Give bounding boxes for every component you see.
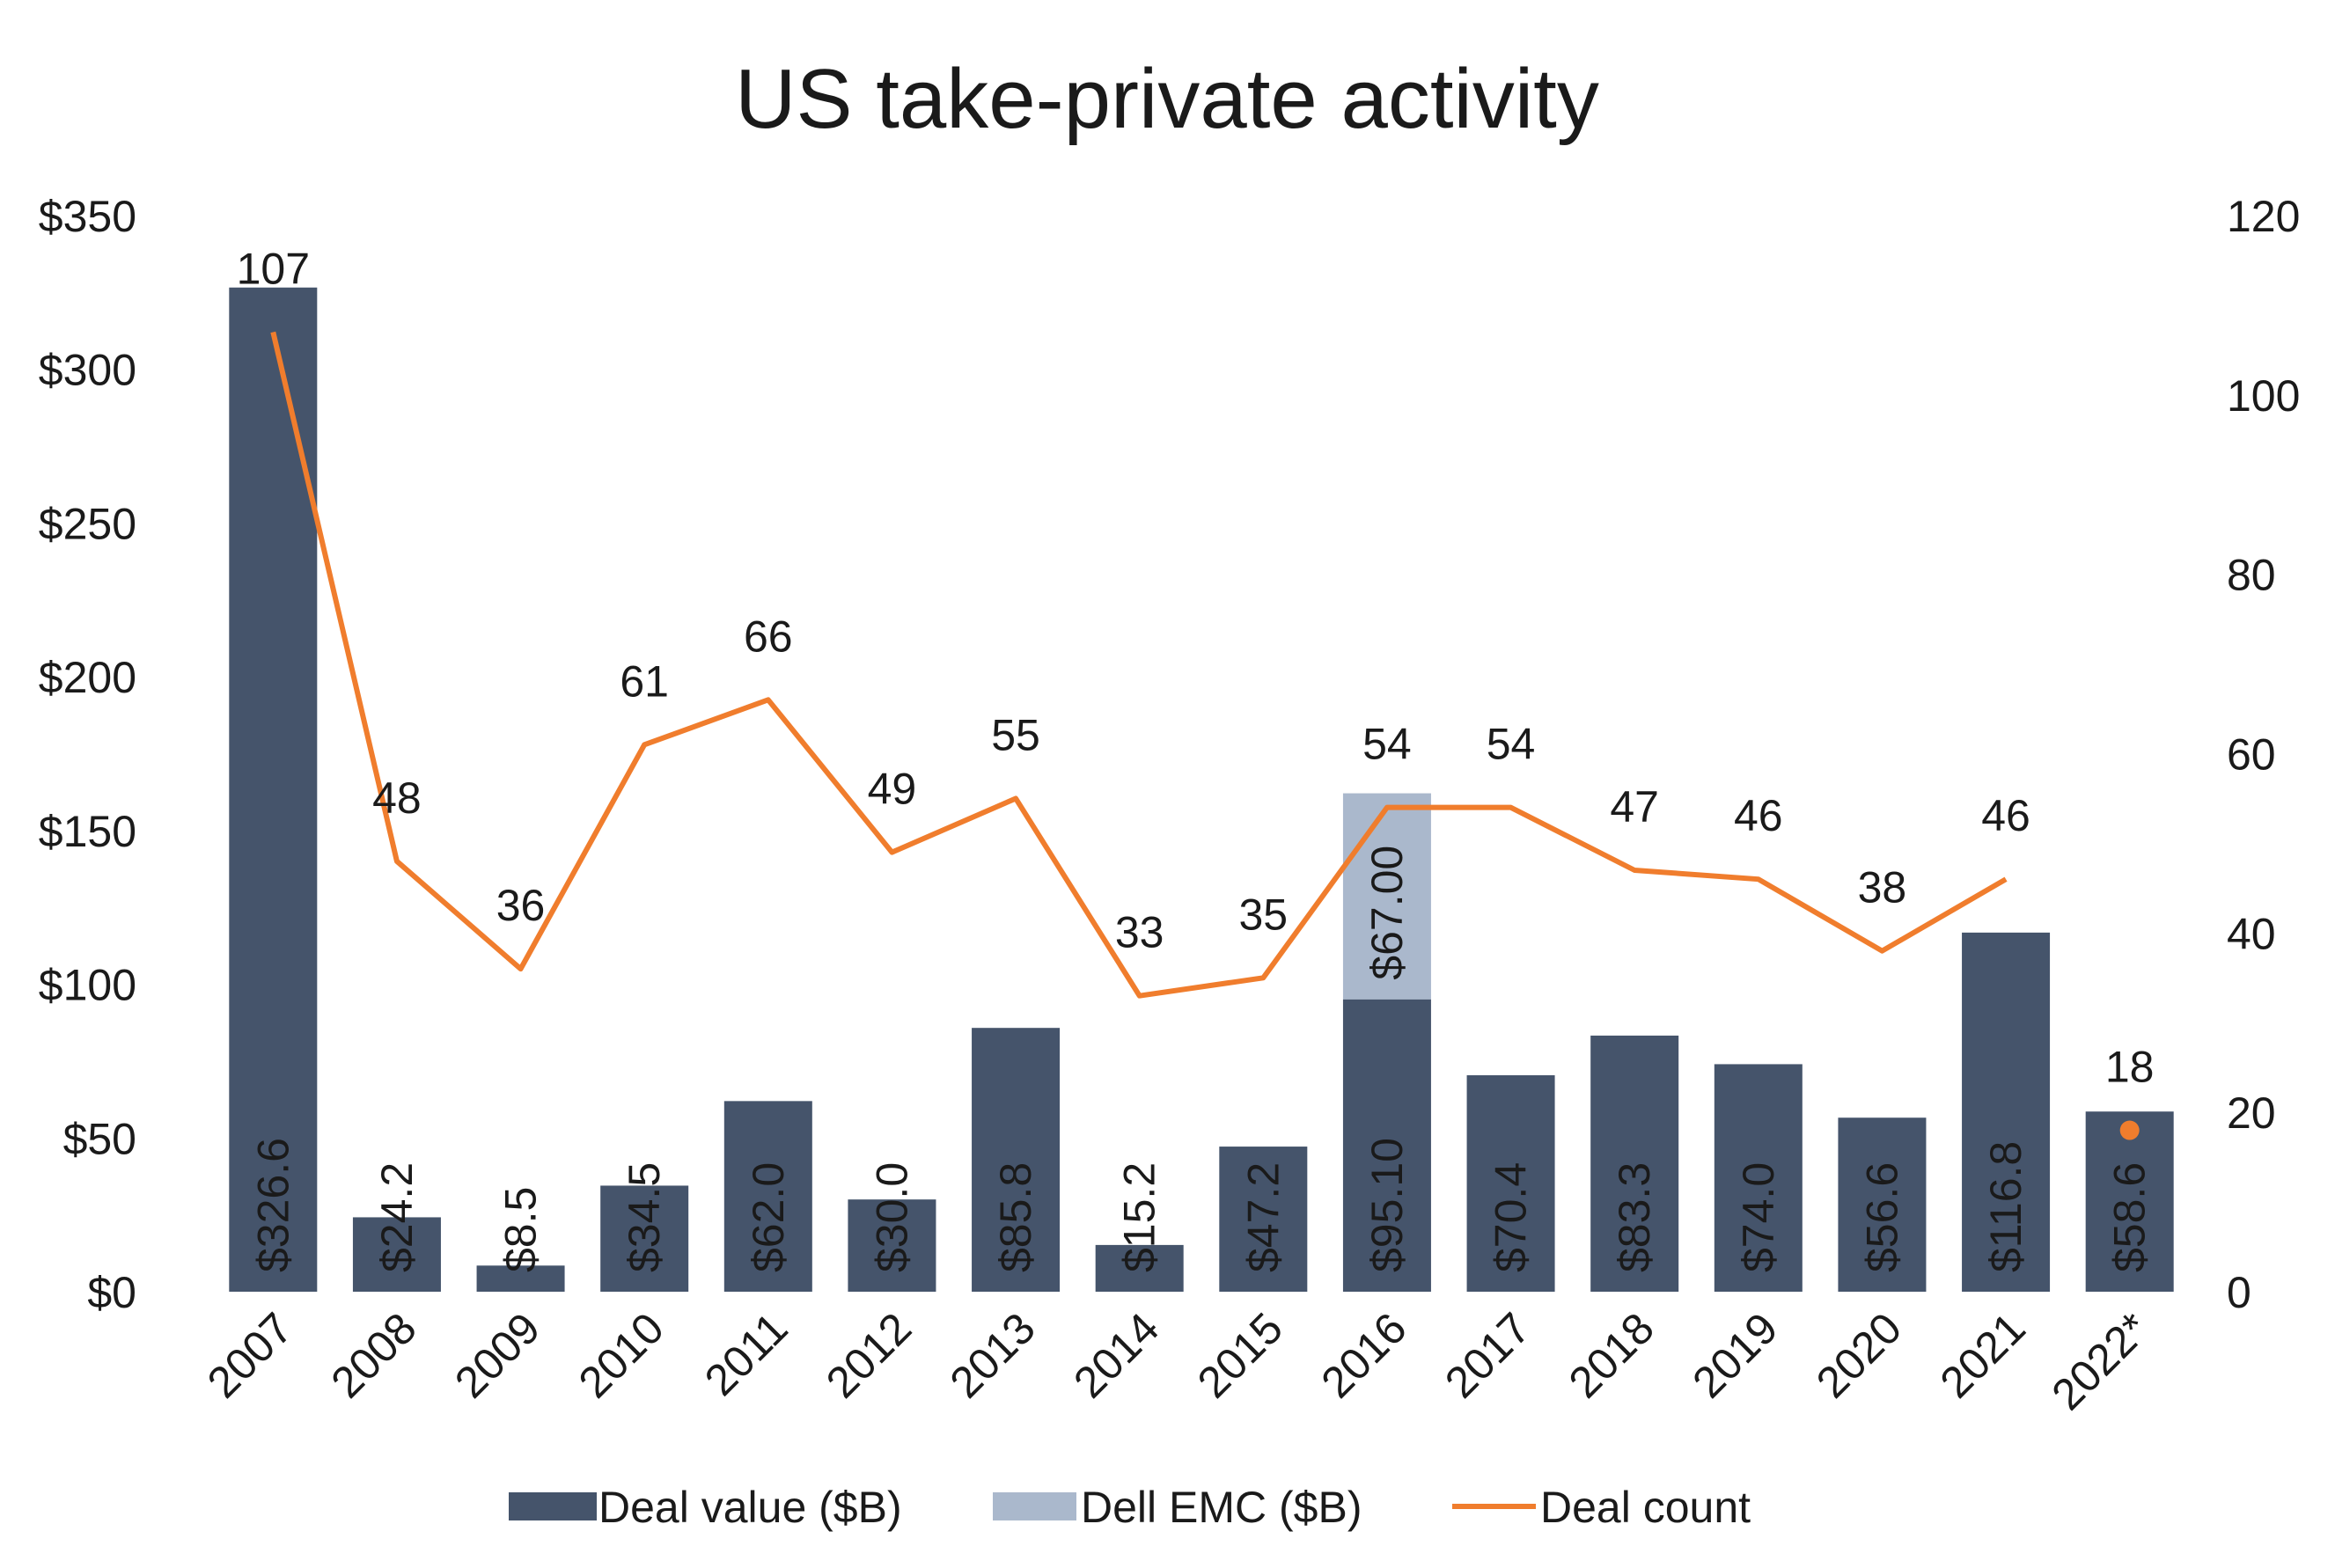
legend-label-deal-count: Deal count bbox=[1540, 1483, 1751, 1532]
deal-count-label: 61 bbox=[620, 656, 669, 706]
deal-value-bar bbox=[1714, 1064, 1803, 1292]
deal-value-label: $70.4 bbox=[1487, 1162, 1536, 1272]
chart-title: US take-private activity bbox=[735, 52, 1599, 146]
x-axis-tick-label: 2015 bbox=[1188, 1303, 1292, 1407]
right-axis-tick-label: 120 bbox=[2227, 192, 2300, 241]
deal-value-label: $30.0 bbox=[867, 1162, 916, 1272]
deal-count-label: 46 bbox=[1981, 791, 2030, 840]
right-axis-tick-label: 100 bbox=[2227, 371, 2300, 421]
deal-count-label: 46 bbox=[1734, 791, 1783, 840]
deal-count-label: 33 bbox=[1115, 908, 1164, 957]
deal-count-label: 47 bbox=[1610, 782, 1659, 832]
deal-value-label: $15.2 bbox=[1115, 1162, 1164, 1272]
bars: $326.6 $24.2 $8.5 $34.5 $62.0 $30.0 $85.8 $15.2… bbox=[229, 287, 2174, 1292]
left-axis: $0 $50 $100 $150 $200 $250 $300 $350 bbox=[39, 192, 136, 1317]
deal-value-label: $62.0 bbox=[744, 1162, 793, 1272]
deal-count-label: 107 bbox=[237, 244, 310, 293]
left-axis-tick-label: $200 bbox=[39, 653, 136, 702]
deal-value-label: $8.5 bbox=[496, 1187, 546, 1272]
deal-count-label: 54 bbox=[1362, 720, 1412, 769]
left-axis-tick-label: $100 bbox=[39, 961, 136, 1010]
x-axis-tick-label: 2019 bbox=[1683, 1303, 1787, 1407]
x-axis-tick-label: 2011 bbox=[695, 1303, 797, 1405]
left-axis-tick-label: $300 bbox=[39, 346, 136, 395]
deal-value-bar bbox=[972, 1028, 1061, 1292]
legend-swatch-dell-emc bbox=[993, 1492, 1076, 1520]
deal-count-label: 49 bbox=[868, 765, 917, 814]
deal-value-label: $47.2 bbox=[1238, 1162, 1288, 1272]
x-axis-tick-label: 2014 bbox=[1064, 1303, 1168, 1407]
deal-value-bar bbox=[1962, 932, 2051, 1292]
deal-count-label: 38 bbox=[1858, 863, 1907, 912]
deal-value-bar bbox=[1095, 1244, 1184, 1292]
deal-count-label: 66 bbox=[744, 612, 793, 661]
deal-value-label: $74.0 bbox=[1734, 1162, 1783, 1272]
left-axis-tick-label: $350 bbox=[39, 192, 136, 241]
x-axis-tick-label: 2021 bbox=[1931, 1303, 2035, 1407]
x-axis-tick-label: 2010 bbox=[569, 1303, 673, 1407]
deal-value-bar bbox=[1838, 1117, 1927, 1292]
left-axis-tick-label: $0 bbox=[87, 1268, 136, 1317]
x-axis-tick-label: 2008 bbox=[321, 1303, 425, 1407]
deal-count-point bbox=[2119, 1120, 2140, 1140]
x-axis: 2007 2008 2009 2010 2011 2012 2013 2014 2015 2016… bbox=[198, 1303, 2159, 1419]
deal-count-label: 54 bbox=[1487, 720, 1536, 769]
x-axis-tick-label: 2017 bbox=[1436, 1303, 1539, 1407]
deal-value-label: $83.3 bbox=[1610, 1162, 1659, 1272]
deal-value-label: $24.2 bbox=[372, 1162, 422, 1272]
x-axis-tick-label: 2007 bbox=[198, 1303, 302, 1407]
deal-count-label: 36 bbox=[496, 881, 546, 930]
legend-label-dell-emc: Dell EMC ($B) bbox=[1081, 1483, 1362, 1532]
deal-count-label: 48 bbox=[372, 773, 422, 823]
deal-count-label: 18 bbox=[2105, 1043, 2155, 1092]
deal-count-line bbox=[270, 331, 2008, 999]
deal-value-bar bbox=[1590, 1035, 1679, 1292]
deal-value-bar bbox=[352, 1217, 441, 1292]
deal-value-label: $116.8 bbox=[1981, 1141, 2030, 1272]
right-axis-tick-label: 20 bbox=[2227, 1088, 2276, 1138]
right-axis: 0 20 40 60 80 100 120 bbox=[2227, 192, 2300, 1317]
deal-value-label: $58.6 bbox=[2105, 1162, 2155, 1272]
deal-count-line-layer: 107 48 36 61 66 49 55 33 35 54 54 47 46 38 46 18 bbox=[237, 244, 2155, 1140]
x-axis-tick-label: 2009 bbox=[445, 1303, 549, 1407]
legend-label-deal-value: Deal value ($B) bbox=[598, 1483, 902, 1532]
deal-value-bar bbox=[476, 1265, 565, 1292]
legend: Deal value ($B) Dell EMC ($B) Deal count bbox=[509, 1483, 1751, 1532]
deal-value-label: $95.10 bbox=[1362, 1138, 1412, 1272]
deal-value-label: $326.6 bbox=[248, 1138, 297, 1272]
right-axis-tick-label: 40 bbox=[2227, 909, 2276, 958]
deal-count-label: 55 bbox=[991, 710, 1040, 759]
deal-value-bar bbox=[2085, 1111, 2174, 1292]
deal-value-bar bbox=[600, 1185, 689, 1292]
right-axis-tick-label: 60 bbox=[2227, 730, 2276, 780]
right-axis-tick-label: 80 bbox=[2227, 551, 2276, 600]
deal-count-label: 35 bbox=[1239, 890, 1289, 939]
deal-value-label: $85.8 bbox=[991, 1162, 1040, 1272]
x-axis-tick-label: 2016 bbox=[1311, 1303, 1415, 1407]
x-axis-tick-label: 2012 bbox=[817, 1303, 921, 1407]
deal-value-bar bbox=[1219, 1147, 1308, 1292]
deal-value-label: $34.5 bbox=[620, 1162, 669, 1272]
dell-emc-bar bbox=[1342, 793, 1431, 1000]
x-axis-tick-label: 2018 bbox=[1560, 1303, 1663, 1407]
deal-value-bar bbox=[1466, 1075, 1555, 1292]
x-axis-tick-label: 2013 bbox=[941, 1303, 1045, 1407]
legend-swatch-deal-value bbox=[509, 1492, 597, 1520]
x-axis-tick-label: 2020 bbox=[1807, 1303, 1911, 1407]
dell-emc-label: $67.00 bbox=[1362, 846, 1412, 980]
left-axis-tick-label: $50 bbox=[63, 1114, 136, 1163]
right-axis-tick-label: 0 bbox=[2227, 1268, 2251, 1317]
left-axis-tick-label: $150 bbox=[39, 807, 136, 856]
deal-value-label: $56.6 bbox=[1857, 1162, 1906, 1272]
deal-value-bar bbox=[848, 1199, 936, 1292]
x-axis-tick-label: 2022* bbox=[2042, 1303, 2158, 1419]
deal-value-bar bbox=[723, 1101, 812, 1292]
deal-value-bar bbox=[1342, 999, 1431, 1292]
left-axis-tick-label: $250 bbox=[39, 499, 136, 548]
